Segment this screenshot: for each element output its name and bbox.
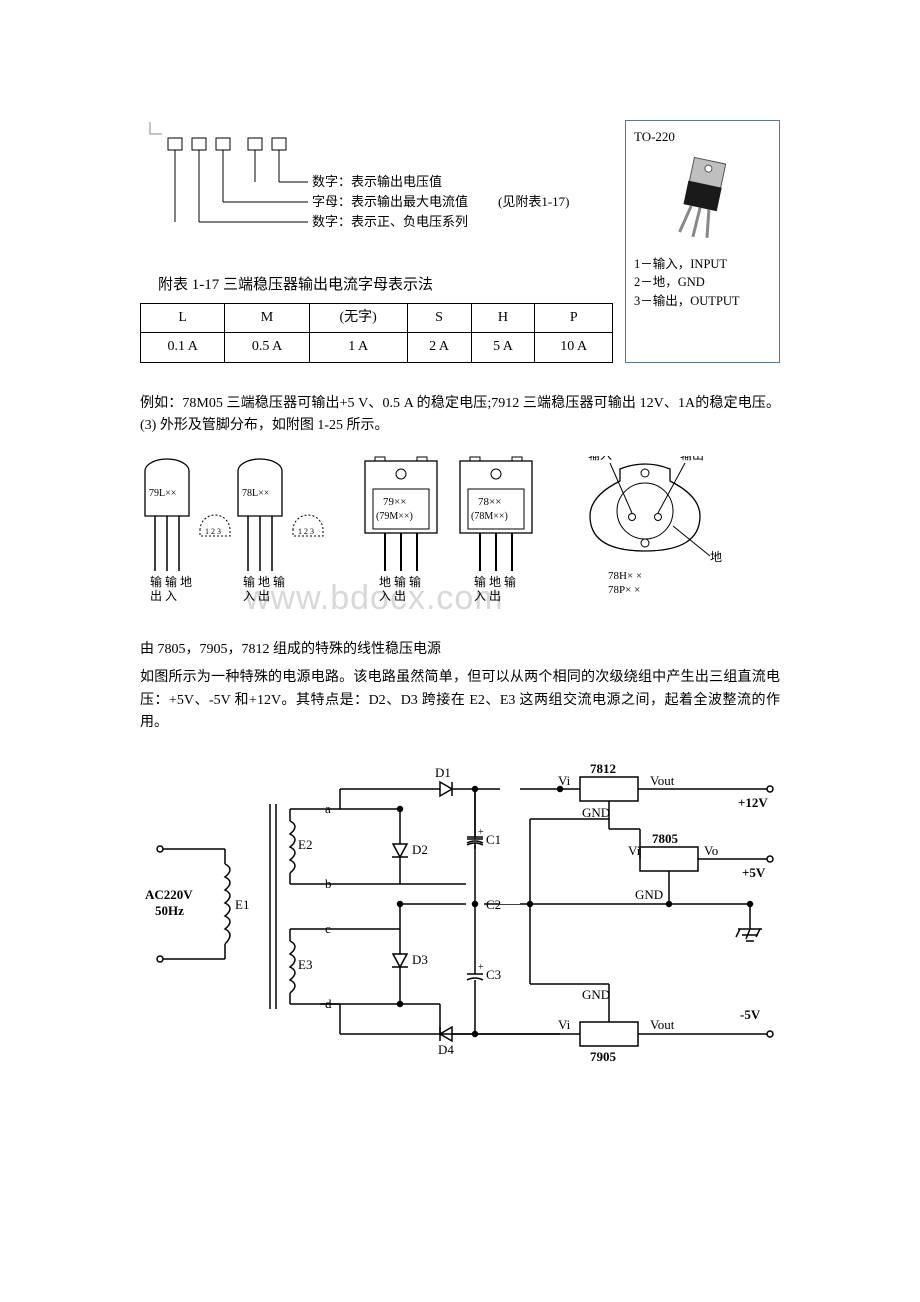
svg-text:Vi: Vi <box>558 773 571 788</box>
svg-text:输出: 输出 <box>680 456 704 462</box>
svg-text:78L××: 78L×× <box>242 488 269 499</box>
svg-text:7805: 7805 <box>652 831 679 846</box>
current-table: L M (无字) S H P 0.1 A 0.5 A 1 A 2 A 5 A 1… <box>140 303 613 363</box>
circuit-svg: AC220V 50Hz E1 a E2 b c E <box>140 749 780 1079</box>
to220-title: TO-220 <box>634 127 771 147</box>
td-0: 0.1 A <box>141 333 225 362</box>
svg-text:出 入: 出 入 <box>150 589 177 603</box>
paragraph-2-title: 由 7805，7905，7812 组成的特殊的线性稳压电源 <box>140 639 780 661</box>
svg-text:7905: 7905 <box>590 1049 617 1064</box>
svg-text:+: + <box>478 962 484 973</box>
svg-text:79L××: 79L×× <box>149 488 176 499</box>
svg-text:1 2 3: 1 2 3 <box>298 527 314 536</box>
svg-text:Vout: Vout <box>650 1017 675 1032</box>
svg-text:GND: GND <box>582 805 610 820</box>
to220-box: TO-220 1－输入，INPUT 2－地，GND 3－输出，OUTPUT <box>625 120 780 363</box>
svg-text:(78M××): (78M××) <box>471 511 508 522</box>
th-S: S <box>407 304 471 333</box>
paragraph-1: 例如：78M05 三端稳压器可输出+5 V、0.5 A 的稳定电压;7912 三… <box>140 393 780 438</box>
svg-text:(79M××): (79M××) <box>376 511 413 522</box>
svg-text:C3: C3 <box>486 967 501 982</box>
circuit-diagram: AC220V 50Hz E1 a E2 b c E <box>140 749 780 1087</box>
to220-icon <box>668 149 738 249</box>
svg-text:输 地 输: 输 地 输 <box>474 574 516 589</box>
naming-svg: 数字：表示输出电压值 字母：表示输出最大电流值 (见附表1-17) 数字：表示正… <box>140 120 610 265</box>
svg-text:AC220V: AC220V <box>145 887 193 902</box>
svg-text:C1: C1 <box>486 832 501 847</box>
svg-text:Vi: Vi <box>628 843 641 858</box>
packages-svg: 79L×× 输 输 地 出 入 1 2 3 78L×× 输 地 输 入 出 1 … <box>140 456 780 621</box>
to220-pin3: 3－输出，OUTPUT <box>634 292 771 311</box>
th-M: M <box>225 304 309 333</box>
th-P: P <box>535 304 613 333</box>
svg-text:D4: D4 <box>438 1042 454 1057</box>
to220-pin1: 1－输入，INPUT <box>634 255 771 274</box>
svg-text:E1: E1 <box>235 897 249 912</box>
svg-text:C2: C2 <box>486 897 501 912</box>
svg-text:D2: D2 <box>412 842 428 857</box>
table-row: L M (无字) S H P <box>141 304 613 333</box>
svg-text:入 出: 入 出 <box>474 589 501 603</box>
svg-text:输 输 地: 输 输 地 <box>150 574 192 589</box>
svg-text:(见附表1-17): (见附表1-17) <box>498 194 570 209</box>
table-title: 附表 1-17 三端稳压器输出电流字母表示法 <box>158 273 613 297</box>
svg-text:输 地 输: 输 地 输 <box>243 574 285 589</box>
th-L: L <box>141 304 225 333</box>
svg-text:E2: E2 <box>298 837 312 852</box>
svg-text:D1: D1 <box>435 765 451 780</box>
th-H: H <box>471 304 535 333</box>
svg-text:字母：表示输出最大电流值: 字母：表示输出最大电流值 <box>312 194 468 209</box>
naming-and-table: 数字：表示输出电压值 字母：表示输出最大电流值 (见附表1-17) 数字：表示正… <box>140 120 613 363</box>
svg-text:D3: D3 <box>412 952 428 967</box>
to220-pin2: 2－地，GND <box>634 273 771 292</box>
top-section: 数字：表示输出电压值 字母：表示输出最大电流值 (见附表1-17) 数字：表示正… <box>140 120 780 363</box>
svg-text:Vo: Vo <box>704 843 718 858</box>
svg-text:79××: 79×× <box>383 496 406 508</box>
svg-text:GND: GND <box>582 987 610 1002</box>
paragraph-2: 如图所示为一种特殊的电源电路。该电路虽然简单，但可以从两个相同的次级绕组中产生出… <box>140 667 780 734</box>
svg-text:数字：表示正、负电压系列: 数字：表示正、负电压系列 <box>312 214 468 229</box>
td-4: 5 A <box>471 333 535 362</box>
td-1: 0.5 A <box>225 333 309 362</box>
svg-text:输入: 输入 <box>588 456 612 462</box>
svg-text:Vi: Vi <box>558 1017 571 1032</box>
svg-text:+5V: +5V <box>742 865 766 880</box>
svg-text:E3: E3 <box>298 957 312 972</box>
svg-text:78××: 78×× <box>478 496 501 508</box>
svg-text:入 出: 入 出 <box>243 589 270 603</box>
svg-text:-5V: -5V <box>740 1007 761 1022</box>
svg-text:78P× ×: 78P× × <box>608 584 640 596</box>
svg-text:GND: GND <box>635 887 663 902</box>
svg-text:78H× ×: 78H× × <box>608 570 642 582</box>
svg-text:Vout: Vout <box>650 773 675 788</box>
table-row: 0.1 A 0.5 A 1 A 2 A 5 A 10 A <box>141 333 613 362</box>
package-diagrams: www.bdocx.com 79L×× 输 输 地 出 入 1 2 3 78L×… <box>140 456 780 629</box>
naming-diagram: 数字：表示输出电压值 字母：表示输出最大电流值 (见附表1-17) 数字：表示正… <box>140 120 613 265</box>
svg-text:50Hz: 50Hz <box>155 903 184 918</box>
svg-text:地 输 输: 地 输 输 <box>379 574 421 589</box>
th-none: (无字) <box>309 304 407 333</box>
svg-text:7812: 7812 <box>590 761 616 776</box>
td-2: 1 A <box>309 333 407 362</box>
svg-text:地: 地 <box>710 550 722 564</box>
svg-text:1 2 3: 1 2 3 <box>205 527 221 536</box>
td-5: 10 A <box>535 333 613 362</box>
svg-text:入 出: 入 出 <box>379 589 406 603</box>
svg-text:数字：表示输出电压值: 数字：表示输出电压值 <box>312 174 442 189</box>
td-3: 2 A <box>407 333 471 362</box>
svg-text:+12V: +12V <box>738 795 768 810</box>
